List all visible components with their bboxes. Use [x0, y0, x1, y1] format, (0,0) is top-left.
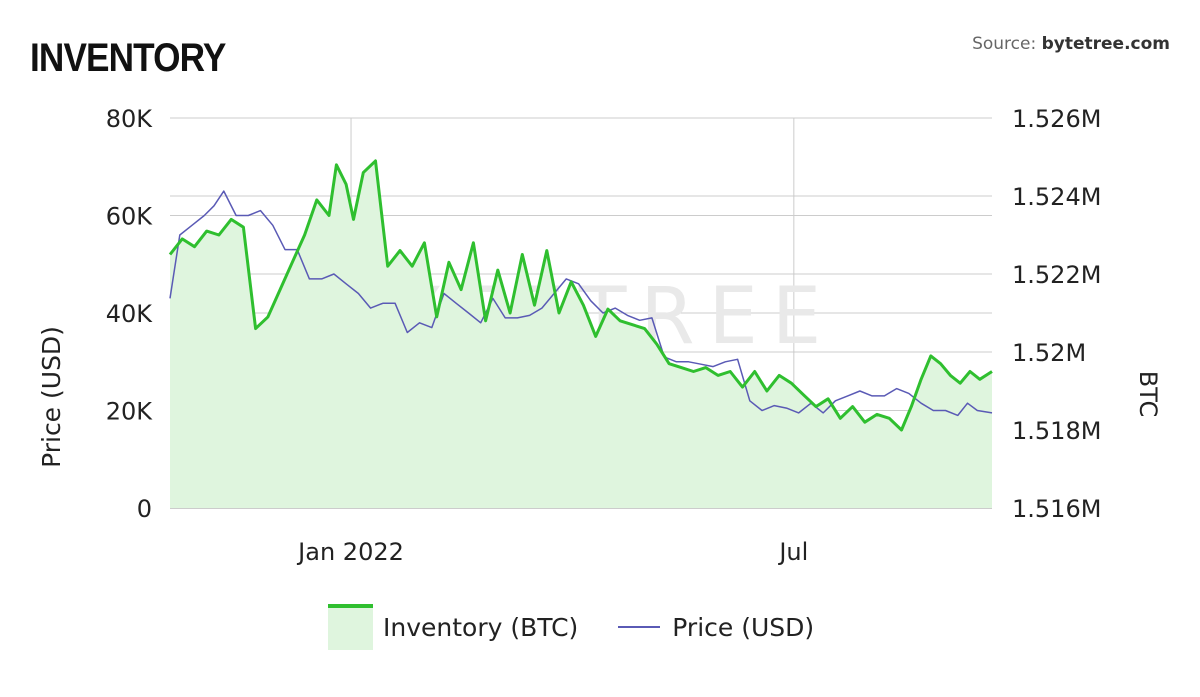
right-tick-label: 1.522M: [1012, 261, 1101, 289]
right-axis-ticks: 1.516M 1.518M 1.52M 1.522M 1.524M 1.526M: [1012, 105, 1101, 523]
source-credit: Source: bytetree.com: [972, 34, 1170, 54]
chart-title: INVENTORY: [30, 36, 226, 80]
price-usd-line: [169, 190, 993, 417]
left-tick-label: 20K: [106, 398, 154, 426]
left-axis-ticks: 0 20K 40K 60K 80K: [106, 105, 154, 523]
source-prefix: Source:: [972, 34, 1042, 54]
left-axis-label: Price (USD): [37, 326, 66, 468]
inventory-area-fill: [170, 160, 992, 508]
right-tick-label: 1.52M: [1012, 339, 1086, 367]
x-tick-label: Jan 2022: [296, 538, 404, 566]
right-tick-label: 1.524M: [1012, 183, 1101, 211]
right-axis-label: BTC: [1134, 371, 1162, 417]
inventory-btc-line: [168, 159, 993, 432]
legend-inventory-label[interactable]: Inventory (BTC): [383, 612, 579, 642]
legend: Inventory (BTC) Price (USD): [328, 600, 814, 654]
right-tick-label: 1.518M: [1012, 417, 1101, 445]
inventory-legend-swatch[interactable]: [328, 604, 373, 650]
right-tick-label: 1.526M: [1012, 105, 1101, 133]
source-site-link[interactable]: bytetree.com: [1041, 34, 1170, 54]
legend-price-label[interactable]: Price (USD): [672, 612, 815, 642]
left-tick-label: 80K: [106, 105, 154, 133]
left-tick-label: 60K: [106, 203, 154, 231]
left-tick-label: 40K: [106, 300, 154, 328]
x-axis-ticks: Jan 2022 Jul: [296, 538, 808, 566]
price-legend-swatch[interactable]: [618, 626, 661, 628]
x-tick-label: Jul: [777, 538, 808, 566]
left-tick-label: 0: [137, 495, 152, 523]
right-tick-label: 1.516M: [1012, 495, 1101, 523]
